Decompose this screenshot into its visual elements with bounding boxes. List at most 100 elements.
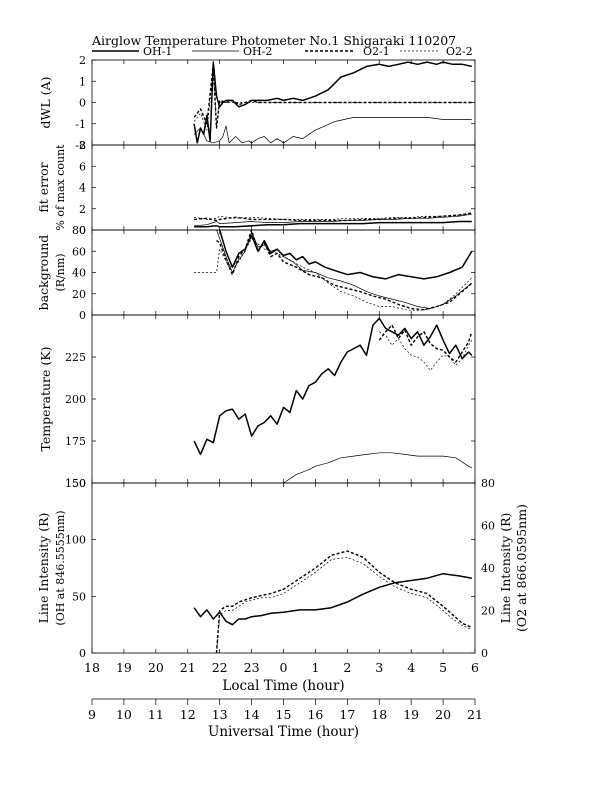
y-axis-label: fit error: [36, 162, 51, 212]
series-group: [193, 483, 473, 653]
legend-label-oh-2: OH-2: [243, 45, 272, 58]
panel-frame: [91, 144, 476, 231]
series-line-o2-1: [193, 63, 472, 129]
y-tick-label: 1: [79, 75, 86, 88]
series-line-oh-1: [218, 230, 473, 280]
y-right-axis-label-secondary: (O2 at 866.0595nm): [514, 504, 529, 632]
local-time-tick-label: 2: [343, 660, 351, 675]
universal-time-tick-label: 17: [339, 707, 355, 722]
local-time-axis-label: Local Time (hour): [222, 678, 344, 694]
series-line-o2-1: [378, 324, 473, 363]
series-group: [194, 230, 473, 312]
y-tick-label: 0: [79, 309, 86, 322]
y-axis-label-secondary: (R/nm): [54, 253, 67, 291]
universal-time-tick-label: 12: [180, 707, 196, 722]
local-time-tick-label: 20: [148, 660, 164, 675]
universal-time-tick-label: 19: [403, 707, 419, 722]
y-axis-label: background: [36, 235, 51, 311]
series-line-oh-1: [193, 61, 472, 144]
chart-title: Airglow Temperature Photometer No.1 Shig…: [91, 33, 456, 48]
series-line-o2-2: [193, 70, 472, 131]
series-line-o2-2: [194, 238, 473, 312]
y-tick-label: 0: [79, 97, 86, 110]
y-tick-label: -2: [75, 139, 86, 152]
legend: OH-1 OH-2 O2-1 O2-2: [92, 45, 473, 58]
local-time-tick-label: 6: [471, 660, 479, 675]
legend-label-o2-2: O2-2: [446, 45, 473, 58]
panel-4: 150 175 200 225 Temperature (K): [38, 314, 476, 490]
y-tick-label: 2: [79, 203, 86, 216]
y-tick-label: 2: [79, 54, 86, 67]
series-line-oh-2: [282, 452, 472, 483]
panel-1: -2 -1 0 1 2 dWL (A): [38, 54, 476, 152]
series-line-o2-2: [379, 331, 473, 371]
series-group: [193, 61, 472, 144]
local-time-tick-label: 18: [84, 660, 100, 675]
universal-time-tick-label: 9: [88, 707, 96, 722]
y-tick-label: 150: [65, 477, 86, 490]
local-time-tick-label: 5: [439, 660, 447, 675]
legend-label-oh-1: OH-1: [143, 45, 172, 58]
y-tick-label: 6: [79, 160, 86, 173]
panel-3: 0 20 40 60 80 background (R/nm): [36, 224, 476, 322]
universal-time-tick-label: 15: [276, 707, 292, 722]
series-line-oh-2: [193, 117, 472, 144]
series-line-o2-1: [194, 212, 472, 222]
local-time-tick-label: 3: [375, 660, 383, 675]
local-time-tick-label: 23: [244, 660, 260, 675]
y-axis-label: dWL (A): [38, 77, 53, 129]
y-tick-label: 80: [72, 224, 86, 237]
universal-time-tick-label: 16: [307, 707, 323, 722]
y-axis-label-secondary: (OH at 846.5555nm): [54, 510, 67, 625]
local-time-tick-label: 4: [407, 660, 415, 675]
universal-time-tick-label: 20: [435, 707, 451, 722]
y-right-tick-label: 20: [481, 605, 495, 618]
series-group: [193, 317, 473, 483]
y-tick-label: 40: [72, 267, 86, 280]
universal-time-tick-label: 14: [244, 707, 260, 722]
universal-time-tick-label: 11: [148, 707, 164, 722]
y-tick-label: 175: [65, 435, 86, 448]
legend-label-o2-1: O2-1: [363, 45, 390, 58]
series-line-o2-2: [194, 213, 472, 220]
y-right-tick-label: 40: [481, 562, 495, 575]
y-right-tick-label: 80: [481, 477, 495, 490]
panel-frame: [91, 314, 476, 484]
local-time-tick-label: 22: [212, 660, 228, 675]
y-tick-label: 50: [72, 590, 86, 603]
series-line-oh-1: [194, 220, 472, 228]
universal-time-tick-label: 10: [116, 707, 132, 722]
universal-time-axis-label: Universal Time (hour): [208, 724, 359, 740]
y-axis-label-secondary: % of max count: [54, 144, 67, 231]
universal-time-tick-label: 21: [467, 707, 483, 722]
panels: -2 -1 0 1 2 dWL (A) 0 2 4 6 8 fit error% of max cou…: [36, 54, 529, 660]
panel-2: 0 2 4 6 8 fit error% of max count: [36, 139, 476, 237]
series-line-oh-2: [216, 230, 473, 309]
y-axis-label: Temperature (K): [38, 347, 53, 452]
local-time-tick-label: 21: [180, 660, 196, 675]
y-tick-label: 0: [79, 224, 86, 237]
y-axis-label: Line Intensity (R): [36, 513, 51, 624]
y-tick-label: 100: [65, 534, 86, 547]
series-line-o2-2: [216, 557, 472, 653]
y-tick-label: -1: [75, 118, 86, 131]
local-time-tick-label: 1: [311, 660, 319, 675]
y-tick-label: 20: [72, 288, 86, 301]
y-tick-label: 60: [72, 245, 86, 258]
universal-time-tick-label: 18: [371, 707, 387, 722]
y-tick-label: 8: [79, 139, 86, 152]
y-tick-label: 4: [79, 182, 86, 195]
series-line-o2-1: [216, 230, 473, 311]
y-right-axis-label: Line Intensity (R): [498, 513, 513, 624]
universal-time-tick-label: 13: [212, 707, 228, 722]
y-tick-label: 0: [79, 647, 86, 660]
series-group: [194, 212, 472, 228]
series-line-oh-1: [193, 317, 473, 456]
series-line-oh-1: [193, 572, 472, 626]
panel-frame: [91, 482, 476, 654]
y-tick-label: 200: [65, 393, 86, 406]
